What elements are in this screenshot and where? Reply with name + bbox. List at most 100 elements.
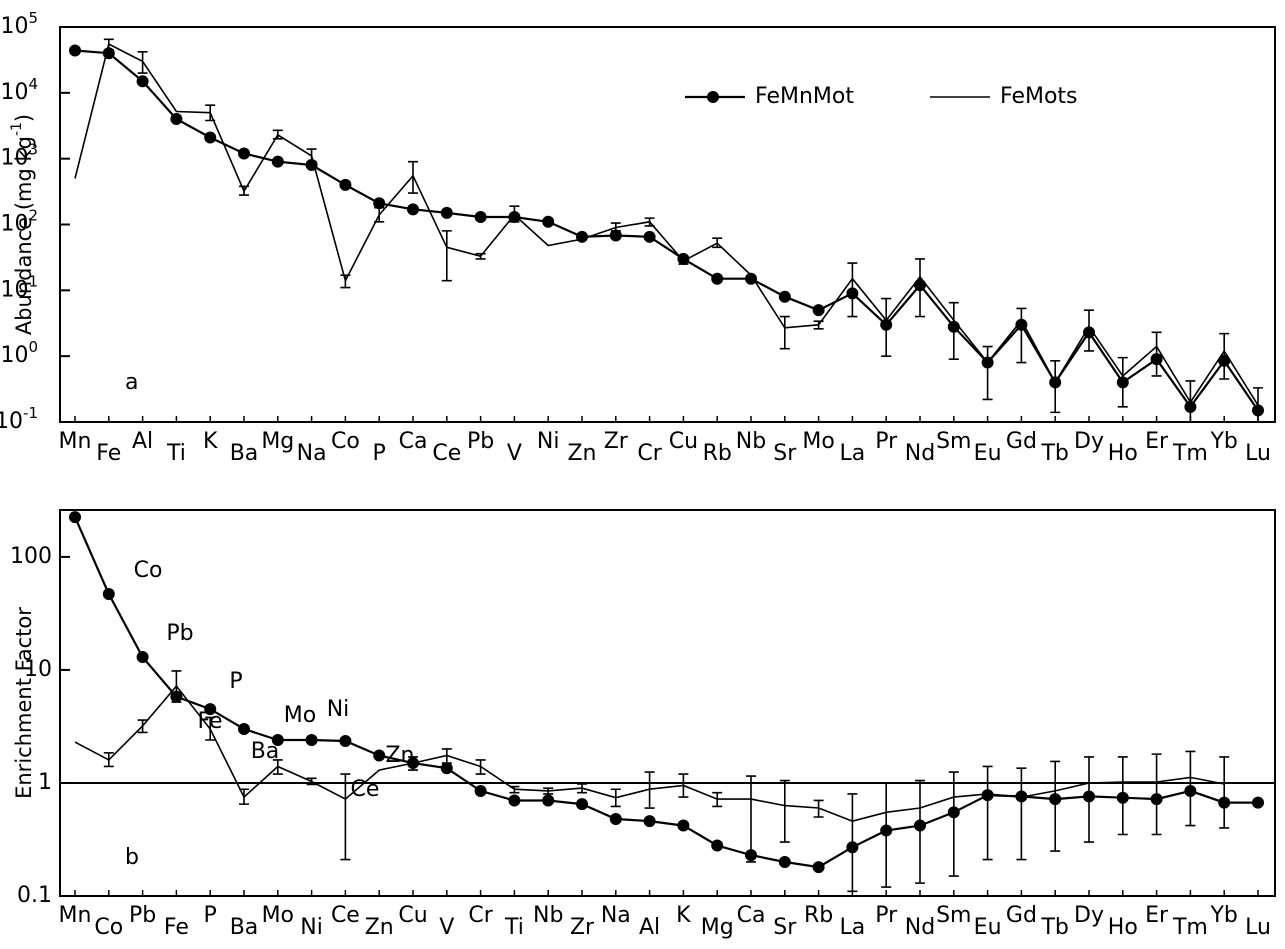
data-point <box>102 587 115 600</box>
data-point <box>643 815 656 828</box>
error-bar <box>441 748 452 764</box>
tick-exponent: 3 <box>28 140 38 158</box>
y-tick-label: 104 <box>0 74 38 105</box>
x-tick-label: La <box>840 915 866 940</box>
data-point <box>474 210 487 223</box>
y-label-end: ) <box>12 114 36 122</box>
panel-label: b <box>125 845 139 870</box>
error-bar <box>1016 307 1027 364</box>
error-bar <box>813 320 824 330</box>
x-tick-label: P <box>204 903 217 928</box>
data-point <box>238 147 250 160</box>
error-bar <box>847 793 858 893</box>
data-point <box>339 178 352 191</box>
tick-exponent: 0 <box>28 338 38 356</box>
x-tick-label: Tm <box>1172 915 1208 940</box>
x-tick-label: Rb <box>804 903 833 928</box>
x-tick-label: Cr <box>637 441 662 466</box>
y-tick-label: 0.1 <box>17 883 52 908</box>
x-tick-label: Lu <box>1245 915 1271 940</box>
series-line <box>73 516 1258 869</box>
error-bar <box>475 252 486 260</box>
data-point <box>711 272 724 285</box>
tick-exponent: 1 <box>28 272 38 290</box>
error-bar <box>441 230 452 282</box>
error-bar <box>1117 756 1128 836</box>
data-point <box>542 215 555 228</box>
series-line <box>74 49 1259 412</box>
data-point <box>812 861 825 874</box>
data-point <box>271 733 284 746</box>
x-tick-label: Nb <box>533 903 563 928</box>
panel-label: a <box>125 370 138 395</box>
x-tick-label: Pr <box>875 903 898 928</box>
x-tick-label: Cu <box>398 903 427 928</box>
x-tick-label: Ni <box>300 915 323 940</box>
error-bar <box>678 256 689 265</box>
error-bar <box>948 301 959 360</box>
error-bar <box>408 160 418 194</box>
data-point <box>542 794 555 807</box>
error-bar <box>340 274 351 289</box>
x-tick-label: Zn <box>567 441 596 466</box>
error-bar <box>881 782 892 888</box>
error-bar <box>948 771 959 877</box>
error-bar <box>374 206 385 223</box>
x-tick-label: P <box>373 441 386 466</box>
data-point <box>778 290 791 303</box>
error-bar <box>1016 767 1027 861</box>
error-bar <box>1084 756 1094 843</box>
x-tick-label: Ba <box>230 441 259 466</box>
x-tick-label: Nb <box>736 429 766 454</box>
tick-base: 10 <box>0 343 28 368</box>
error-bar <box>779 315 790 350</box>
annotation: Ni <box>327 697 350 722</box>
data-point <box>170 113 183 126</box>
x-tick-label: Tb <box>1040 915 1068 940</box>
x-tick-label: Tb <box>1040 441 1068 466</box>
error-bar <box>306 148 317 163</box>
data-point <box>474 784 487 797</box>
tick-base: 10 <box>0 212 28 237</box>
y-tick-label: 1 <box>38 770 52 795</box>
data-point <box>440 206 453 219</box>
data-point <box>204 703 217 716</box>
error-bar <box>1084 309 1094 352</box>
y-tick-label: 10-1 <box>0 404 38 435</box>
y-tick-label: 102 <box>0 206 38 237</box>
x-tick-label: Sr <box>773 441 797 466</box>
error-bar <box>171 670 182 703</box>
x-tick-label: Na <box>601 903 631 928</box>
error-bar <box>712 791 723 808</box>
annotation: Mo <box>284 703 316 728</box>
error-bar <box>1219 756 1230 829</box>
x-tick-label: Mg <box>701 915 734 940</box>
error-bar <box>746 775 756 863</box>
x-tick-label: Eu <box>974 915 1002 940</box>
tick-base: 10 <box>0 146 28 171</box>
x-tick-label: Dy <box>1074 903 1104 928</box>
error-bar <box>103 38 114 51</box>
x-tick-label: Sm <box>936 429 971 454</box>
y-axis-label: Enrichment Factor <box>12 607 36 799</box>
plot-frame <box>59 509 1276 897</box>
error-bar <box>137 51 148 74</box>
data-point <box>373 749 386 762</box>
error-bar <box>1050 360 1061 414</box>
data-point <box>305 733 318 746</box>
legend-label: FeMots <box>1000 84 1078 109</box>
error-bar <box>272 129 283 140</box>
error-bar <box>1185 380 1196 423</box>
x-tick-label: K <box>676 903 691 928</box>
x-tick-label: Mn <box>59 903 92 928</box>
x-tick-label: Ti <box>166 441 186 466</box>
error-bar <box>408 756 418 771</box>
x-tick-label: Lu <box>1245 441 1271 466</box>
tick-base: 10 <box>0 277 28 302</box>
tick-exponent: 5 <box>28 9 38 27</box>
tick-exponent: -1 <box>23 404 38 422</box>
error-bar <box>1253 387 1263 423</box>
annotation: Ce <box>351 777 380 802</box>
x-tick-label: Ni <box>537 429 560 454</box>
